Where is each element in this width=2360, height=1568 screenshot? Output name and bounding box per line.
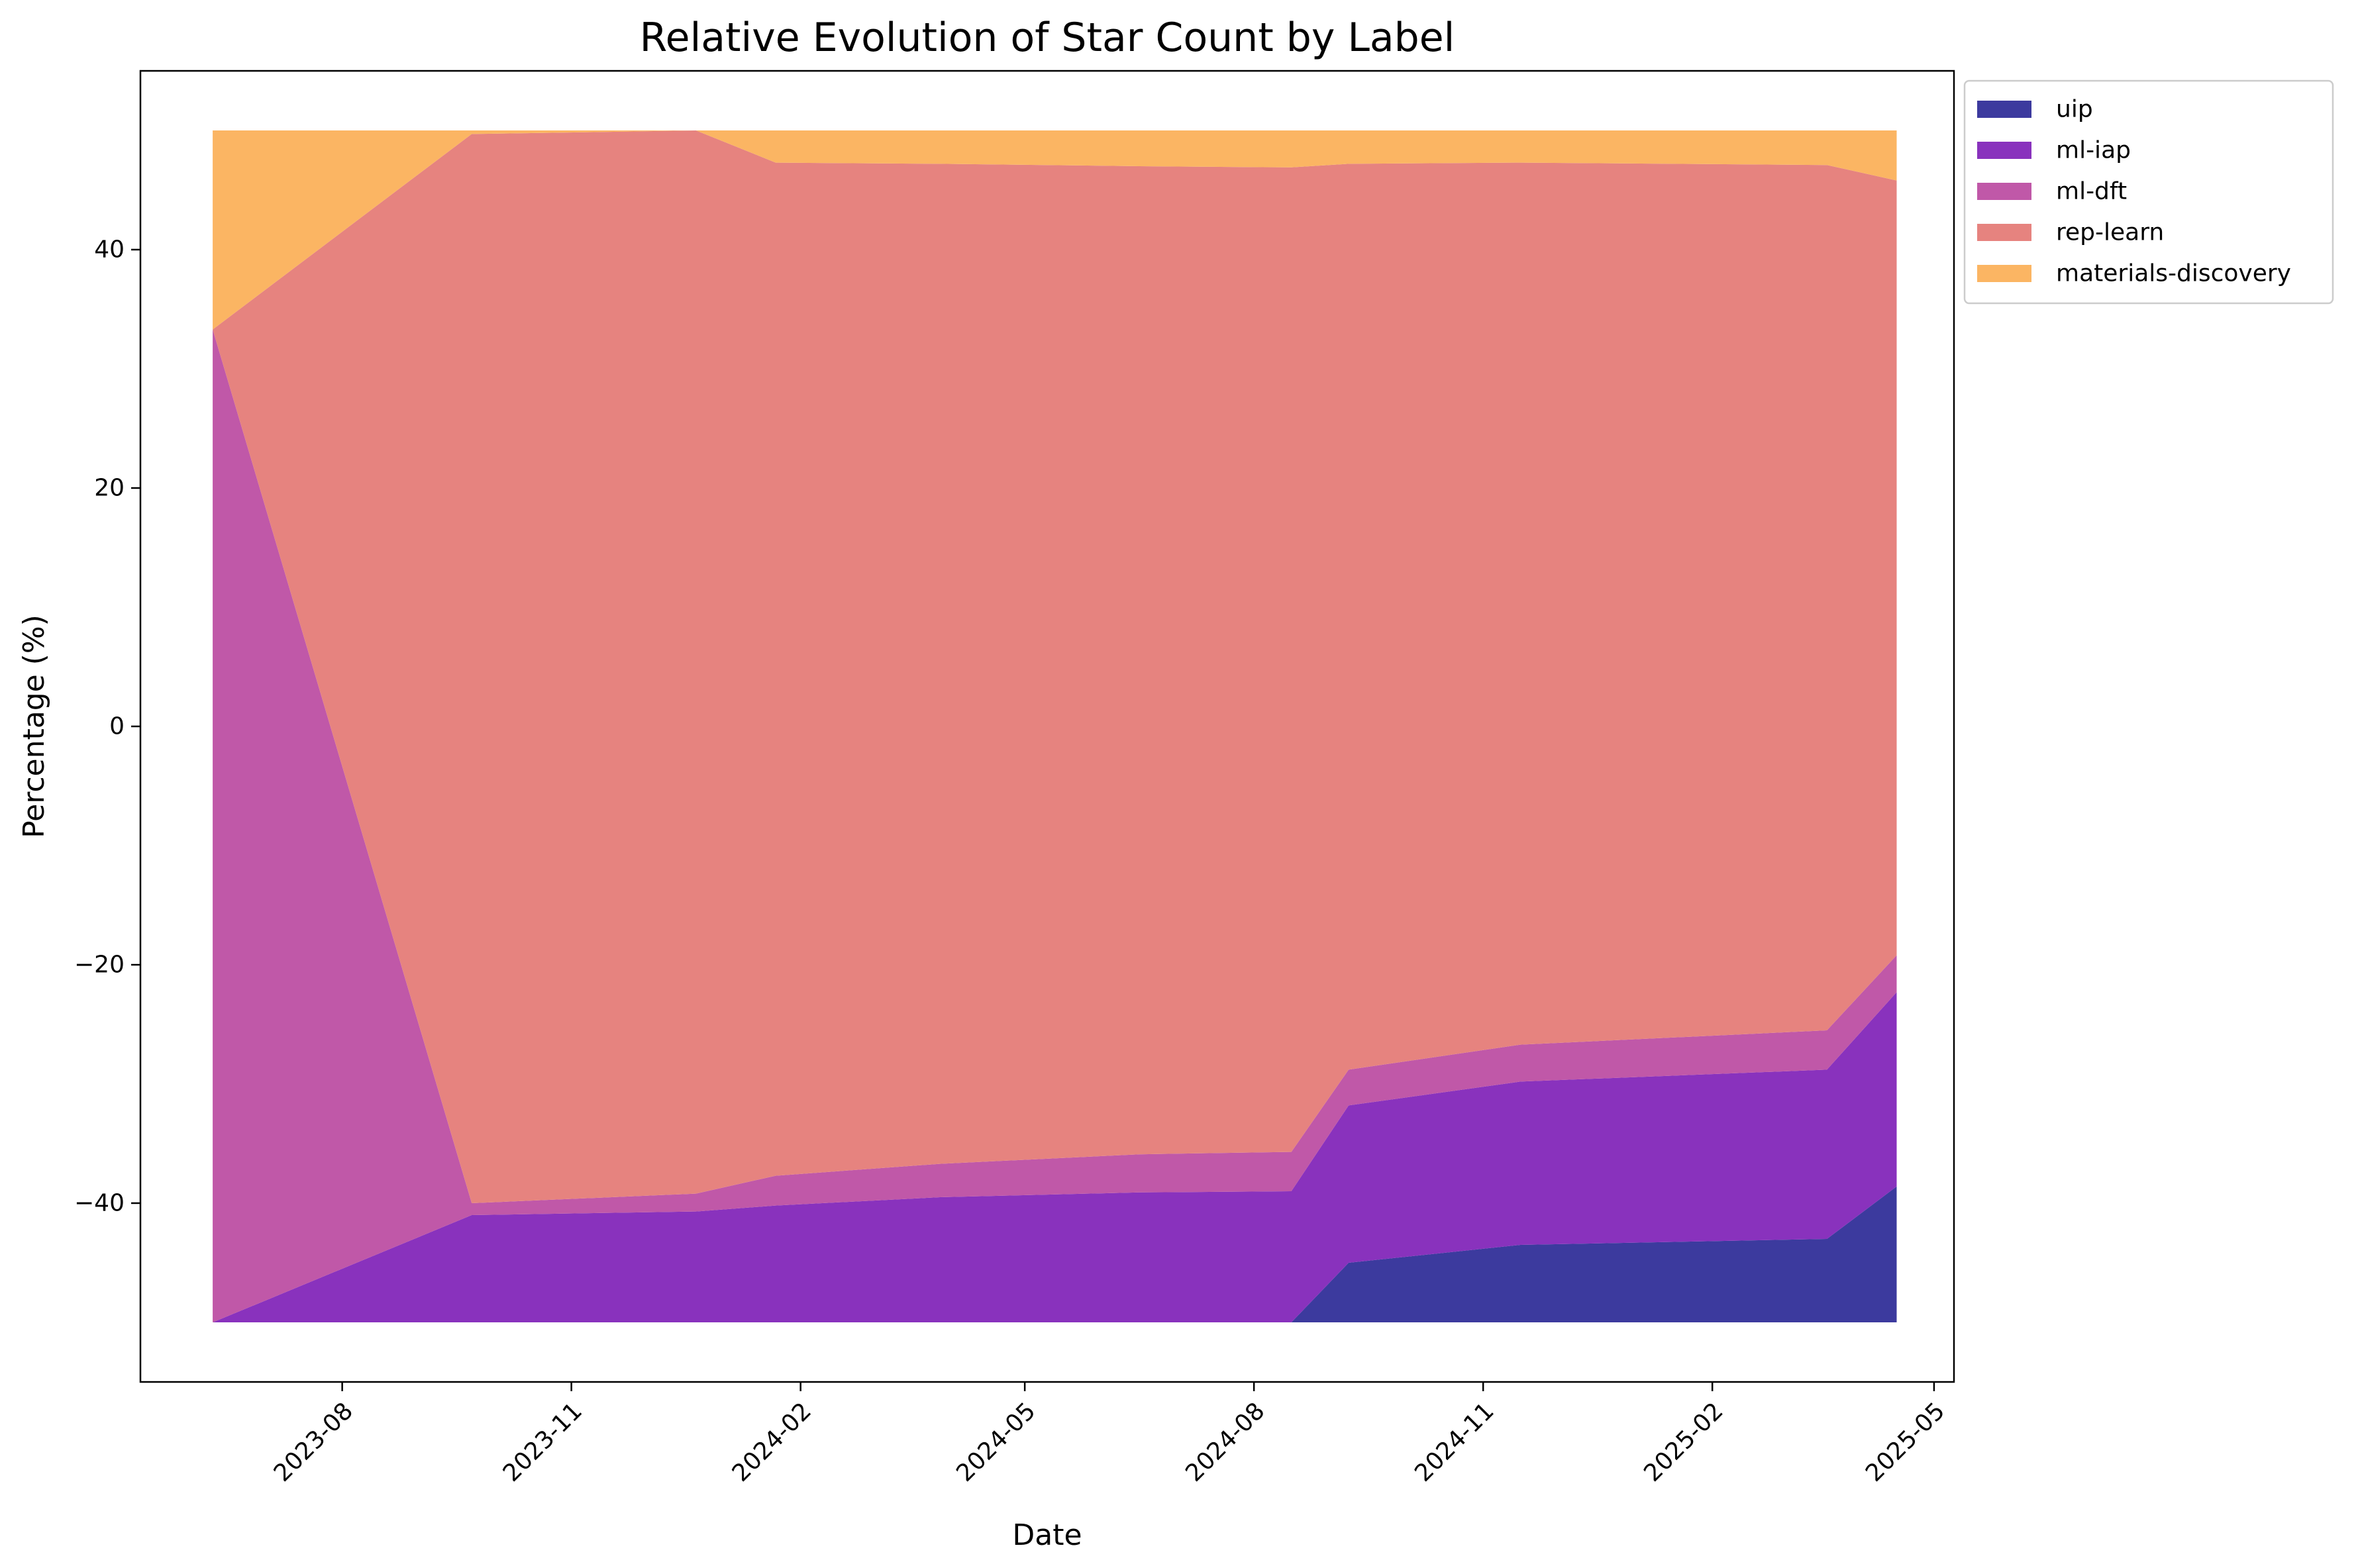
- stacked-areas: [213, 130, 1897, 1323]
- legend-swatch-ml-iap: [1977, 142, 2031, 159]
- legend-frame: [1963, 79, 2334, 305]
- y-tick-label: −20: [74, 952, 125, 979]
- legend-label-uip: uip: [2056, 96, 2093, 123]
- plot-frame: [139, 70, 1955, 1383]
- area-rep-learn: [213, 130, 1897, 1203]
- legend-swatch-ml-dft: [1977, 183, 2031, 200]
- chart-title: Relative Evolution of Star Count by Labe…: [640, 15, 1455, 61]
- legend-label-ml-dft: ml-dft: [2056, 178, 2127, 205]
- legend-label-ml-iap: ml-iap: [2056, 137, 2131, 164]
- legend-swatch-rep-learn: [1977, 224, 2031, 241]
- x-axis-label: Date: [1012, 1518, 1082, 1552]
- legend-label-materials-discovery: materials-discovery: [2056, 260, 2291, 287]
- area-uip: [213, 1186, 1897, 1322]
- y-tick-label: −40: [74, 1190, 125, 1217]
- legend-swatch-uip: [1977, 101, 2031, 118]
- area-materials-discovery: [213, 130, 1897, 330]
- legend: uip ml-iap ml-dft rep-learn materials-discov…: [1963, 79, 2334, 305]
- legend-swatch-materials-discovery: [1977, 265, 2031, 282]
- area-ml-iap: [213, 992, 1897, 1322]
- y-tick-label: 0: [109, 713, 125, 740]
- y-tick-label: 20: [94, 475, 125, 502]
- y-axis-label: Percentage (%): [17, 614, 51, 838]
- y-axis-ticks: −40 −20 0 20 40: [74, 236, 140, 1217]
- area-ml-dft: [213, 329, 1897, 1323]
- y-tick-label: 40: [94, 236, 125, 264]
- legend-label-rep-learn: rep-learn: [2056, 219, 2164, 246]
